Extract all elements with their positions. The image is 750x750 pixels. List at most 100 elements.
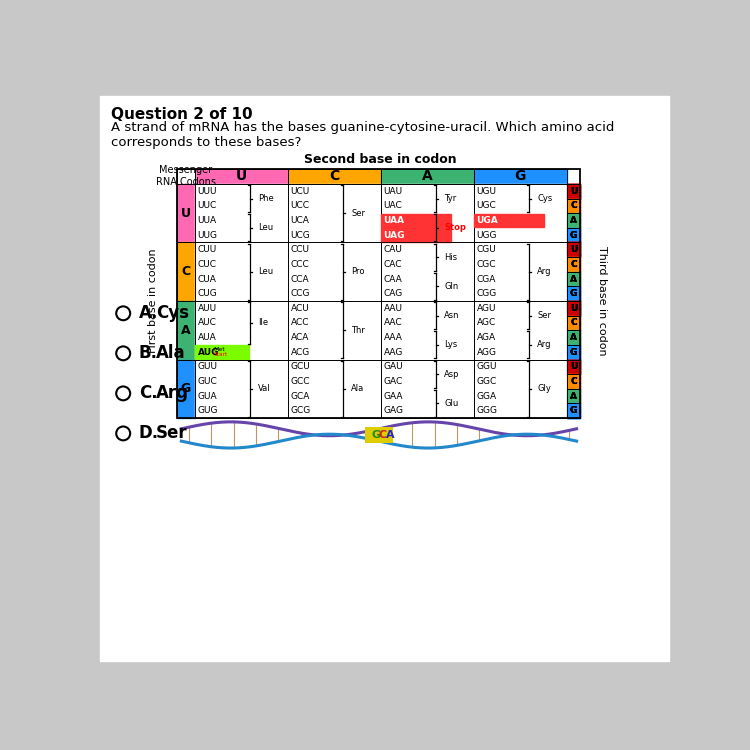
Text: Pro: Pro [351,267,364,276]
Bar [566,404,580,418]
Text: AUG: AUG [197,348,219,357]
Bar [566,242,580,257]
Bar [178,301,194,359]
Text: ACA: ACA [290,333,309,342]
Bar [566,374,580,388]
Bar [473,359,566,418]
Bar [566,388,580,404]
Text: GAC: GAC [383,377,403,386]
Text: C: C [570,260,577,269]
Bar [194,169,287,184]
Text: GAU: GAU [383,362,404,371]
Bar [287,184,380,242]
Bar [473,301,566,359]
Text: G: G [514,170,526,183]
Bar [287,359,380,418]
Bar [566,330,580,345]
Text: A: A [570,274,577,284]
Bar [474,214,544,227]
Text: UAG: UAG [383,231,405,240]
Bar [473,184,566,242]
Bar [178,242,194,301]
Bar [566,257,580,272]
Bar [566,388,580,404]
Bar [566,330,580,345]
Bar [178,169,580,418]
Bar [566,359,580,374]
Text: UCC: UCC [290,202,310,211]
Text: CGU: CGU [476,245,496,254]
Text: UUG: UUG [197,231,217,240]
Text: GGC: GGC [476,377,496,386]
Text: GCU: GCU [290,362,310,371]
Text: CGC: CGC [476,260,496,269]
Bar [287,301,380,359]
Bar [566,316,580,330]
Text: U: U [570,304,578,313]
Text: A: A [570,333,577,342]
Text: U: U [570,245,578,254]
Text: Phe: Phe [258,194,274,203]
Bar [178,184,194,242]
Bar [566,272,580,286]
Bar [566,242,580,257]
Text: Cys: Cys [156,304,189,322]
Bar [566,257,580,272]
Text: G: G [570,231,578,240]
Text: G: G [570,348,578,357]
Bar [566,301,580,316]
Bar [178,169,194,184]
Text: Messenger
RNA Codons: Messenger RNA Codons [156,166,216,187]
Text: AAU: AAU [383,304,403,313]
Bar [195,345,249,359]
Bar [473,169,566,184]
Text: CUC: CUC [197,260,217,269]
Bar [178,301,194,359]
Bar [473,242,566,301]
Bar [566,316,580,330]
Bar [566,404,580,418]
Bar [178,169,194,184]
Text: AAC: AAC [383,319,402,328]
Bar [566,301,580,316]
Bar [287,242,380,301]
Text: U: U [570,304,578,313]
Bar [566,316,580,330]
Text: A: A [422,170,432,183]
Text: U: U [570,362,578,371]
Bar [566,316,580,330]
Text: GCA: GCA [290,392,310,400]
Text: U: U [570,362,578,371]
Text: UCU: UCU [290,187,310,196]
Bar [566,213,580,228]
Bar [566,286,580,301]
Text: U: U [570,304,578,313]
Bar [566,242,580,257]
Text: AAA: AAA [383,333,403,342]
Bar [566,199,580,213]
Text: CGA: CGA [476,274,496,284]
Text: GCC: GCC [290,377,310,386]
Text: C: C [570,260,577,269]
Text: C: C [570,377,577,386]
Bar [566,257,580,272]
Bar [566,301,580,316]
Text: Met: Met [214,347,226,352]
Bar [566,404,580,418]
Text: Tyr: Tyr [444,194,456,203]
Text: G: G [570,231,578,240]
Text: UAA: UAA [383,216,405,225]
Text: U: U [236,170,247,183]
Bar [566,213,580,228]
Bar [365,427,393,442]
Bar [566,272,580,286]
Bar [566,374,580,388]
Bar [566,242,580,257]
Bar [566,199,580,213]
Bar [566,301,580,316]
Bar [287,301,380,359]
Bar [566,388,580,404]
Bar [566,388,580,404]
Text: AUU: AUU [197,304,217,313]
Bar [566,404,580,418]
